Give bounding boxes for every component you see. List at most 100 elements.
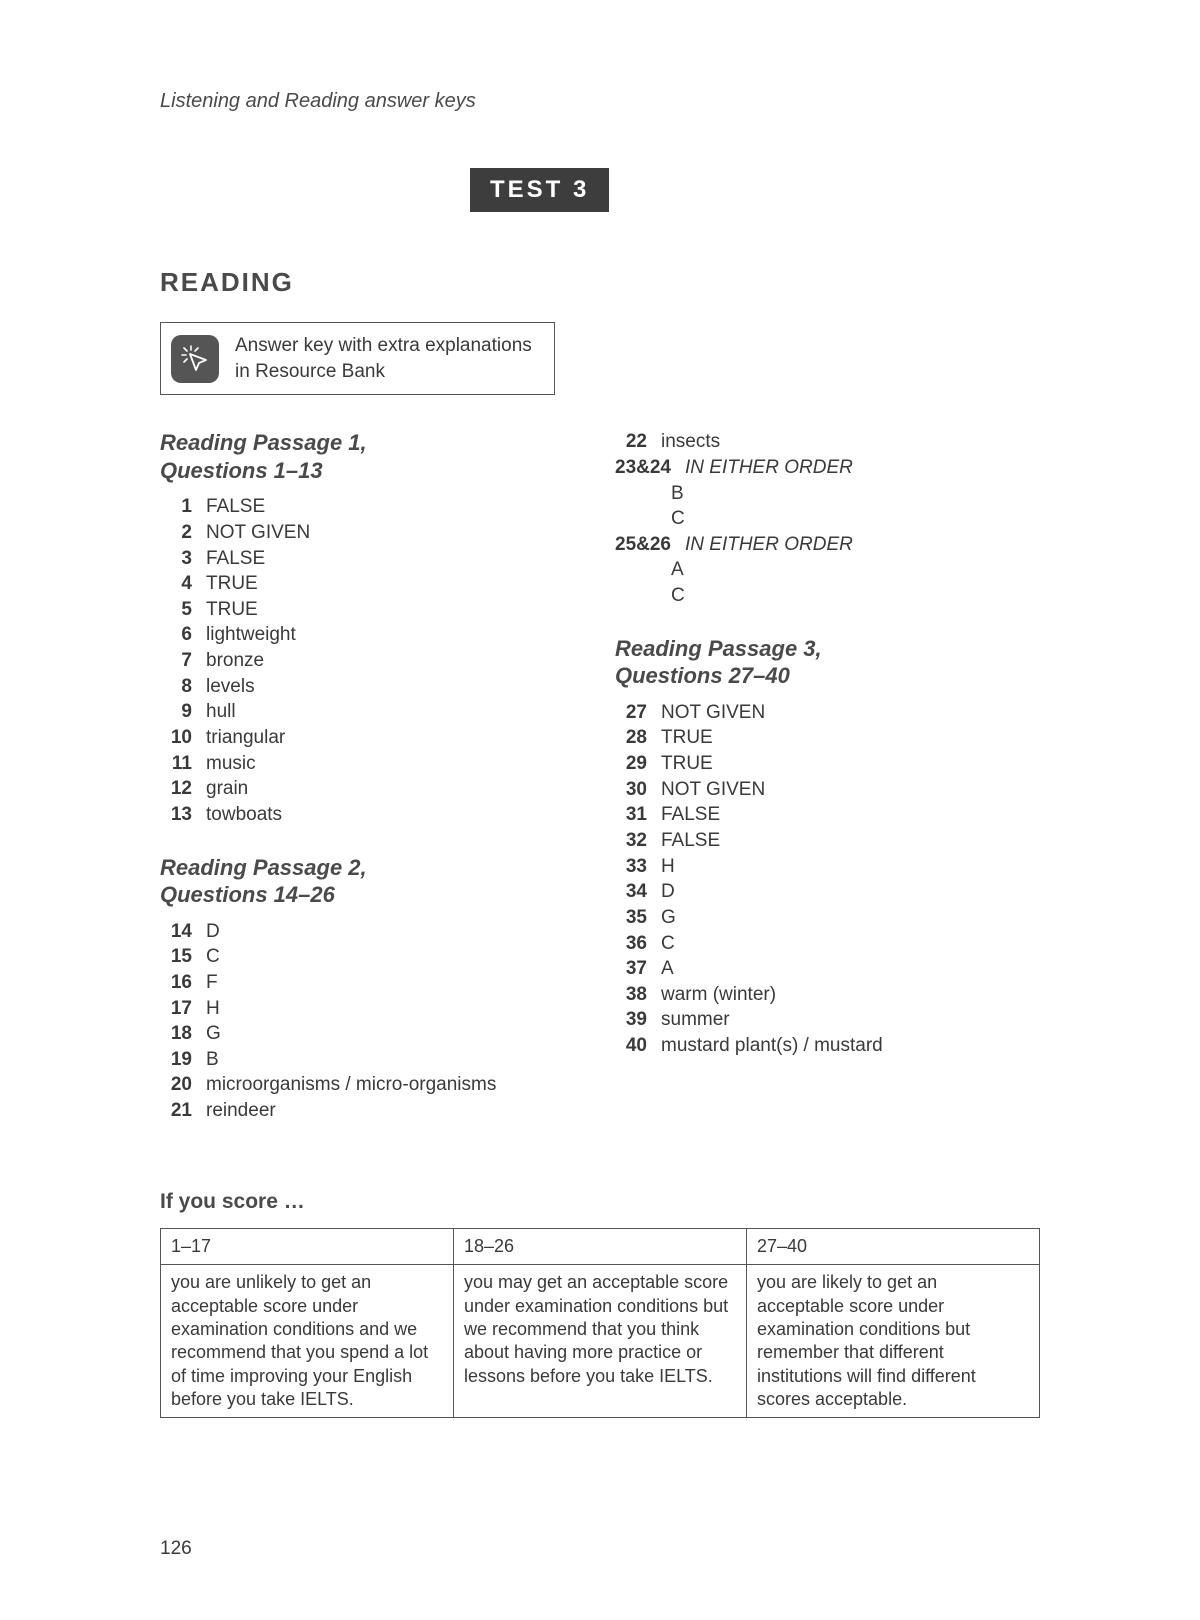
answer-row: 5TRUE <box>160 597 585 623</box>
answer-num: 27 <box>615 700 661 726</box>
left-column: Reading Passage 1, Questions 1–13 1FALSE… <box>160 429 585 1149</box>
answer-sub: C <box>615 506 1040 532</box>
answer-num: 40 <box>615 1033 661 1059</box>
score-header: If you score … <box>160 1190 1040 1214</box>
answer-num: 25&26 <box>615 532 685 558</box>
answer-num: 36 <box>615 931 661 957</box>
answer-row: 6lightweight <box>160 622 585 648</box>
answer-num: 15 <box>160 944 206 970</box>
table-row: 1–17 18–26 27–40 <box>161 1228 1040 1264</box>
answer-row: 14D <box>160 919 585 945</box>
answer-num: 7 <box>160 648 206 674</box>
answer-row: 37A <box>615 956 1040 982</box>
answer-num: 38 <box>615 982 661 1008</box>
answer-val: G <box>206 1021 221 1047</box>
answer-row: 20microorganisms / micro-organisms <box>160 1072 585 1098</box>
answer-val: NOT GIVEN <box>661 777 765 803</box>
answer-num: 8 <box>160 674 206 700</box>
answer-val: FALSE <box>206 546 265 572</box>
answer-row: 21reindeer <box>160 1098 585 1124</box>
answer-row: 12grain <box>160 776 585 802</box>
answer-val: A <box>661 557 684 583</box>
answer-sub: C <box>615 583 1040 609</box>
answer-row: 19B <box>160 1047 585 1073</box>
answer-num: 23&24 <box>615 455 685 481</box>
answer-val: NOT GIVEN <box>206 520 310 546</box>
answer-num: 22 <box>615 429 661 455</box>
answer-num: 18 <box>160 1021 206 1047</box>
answer-val: TRUE <box>206 597 258 623</box>
answer-num <box>615 506 661 532</box>
answer-row: 1FALSE <box>160 494 585 520</box>
answers-columns: Reading Passage 1, Questions 1–13 1FALSE… <box>160 429 1040 1149</box>
passage-2-header: Reading Passage 2, Questions 14–26 <box>160 854 585 909</box>
answer-val: FALSE <box>206 494 265 520</box>
answer-num <box>615 481 661 507</box>
answer-num: 31 <box>615 802 661 828</box>
page-header: Listening and Reading answer keys <box>160 90 1040 113</box>
answer-num: 20 <box>160 1072 206 1098</box>
right-column: 22insects 23&24 IN EITHER ORDER B C 25&2… <box>615 429 1040 1149</box>
answer-row: 28TRUE <box>615 725 1040 751</box>
answer-num: 4 <box>160 571 206 597</box>
test-badge: TEST 3 <box>470 168 609 212</box>
answer-val: C <box>661 506 685 532</box>
answer-row: 33H <box>615 854 1040 880</box>
passage-1-answers: 1FALSE 2NOT GIVEN 3FALSE 4TRUE 5TRUE 6li… <box>160 494 585 827</box>
passage-1-header: Reading Passage 1, Questions 1–13 <box>160 429 585 484</box>
answer-num: 34 <box>615 879 661 905</box>
answer-val: reindeer <box>206 1098 276 1124</box>
answer-row: 32FALSE <box>615 828 1040 854</box>
answer-row: 7bronze <box>160 648 585 674</box>
answer-num: 11 <box>160 751 206 777</box>
answer-num: 14 <box>160 919 206 945</box>
answer-val: TRUE <box>661 725 713 751</box>
passage-3-header: Reading Passage 3, Questions 27–40 <box>615 635 1040 690</box>
page-number: 126 <box>160 1538 1040 1560</box>
answer-val: H <box>661 854 675 880</box>
score-desc-cell: you may get an acceptable score under ex… <box>454 1265 747 1418</box>
answer-val: lightweight <box>206 622 296 648</box>
answer-val: H <box>206 996 220 1022</box>
answer-val: triangular <box>206 725 285 751</box>
passage-1-title-1: Reading Passage 1, <box>160 430 367 455</box>
answer-row: 29TRUE <box>615 751 1040 777</box>
section-title: READING <box>160 267 1040 298</box>
answer-row: 16F <box>160 970 585 996</box>
answer-val: NOT GIVEN <box>661 700 765 726</box>
table-row: you are unlikely to get an acceptable sc… <box>161 1265 1040 1418</box>
answer-val: levels <box>206 674 255 700</box>
answer-val: D <box>206 919 220 945</box>
answer-row: 22insects <box>615 429 1040 455</box>
answer-val: summer <box>661 1007 730 1033</box>
passage-2-title-1: Reading Passage 2, <box>160 855 367 880</box>
answer-num: 30 <box>615 777 661 803</box>
answer-sub: B <box>615 481 1040 507</box>
answer-val: towboats <box>206 802 282 828</box>
answer-val: hull <box>206 699 236 725</box>
answer-row: 15C <box>160 944 585 970</box>
answer-row: 11music <box>160 751 585 777</box>
answer-val: D <box>661 879 675 905</box>
answer-val: TRUE <box>661 751 713 777</box>
answer-row: 2NOT GIVEN <box>160 520 585 546</box>
resource-text: Answer key with extra explanations in Re… <box>235 333 532 384</box>
score-range-cell: 18–26 <box>454 1228 747 1264</box>
score-range-cell: 1–17 <box>161 1228 454 1264</box>
answer-num: 2 <box>160 520 206 546</box>
answer-val: grain <box>206 776 248 802</box>
answer-row-pair: 25&26 IN EITHER ORDER <box>615 532 1040 558</box>
answer-val: FALSE <box>661 828 720 854</box>
answer-val: warm (winter) <box>661 982 776 1008</box>
passage-2-block: Reading Passage 2, Questions 14–26 14D 1… <box>160 854 585 1124</box>
answer-val: C <box>661 583 685 609</box>
answer-row: 3FALSE <box>160 546 585 572</box>
answer-num: 19 <box>160 1047 206 1073</box>
score-range-cell: 27–40 <box>747 1228 1040 1264</box>
answer-num: 10 <box>160 725 206 751</box>
answer-val: music <box>206 751 256 777</box>
answer-row: 40mustard plant(s) / mustard <box>615 1033 1040 1059</box>
answer-num: 6 <box>160 622 206 648</box>
answer-val: C <box>206 944 220 970</box>
answer-num: 28 <box>615 725 661 751</box>
